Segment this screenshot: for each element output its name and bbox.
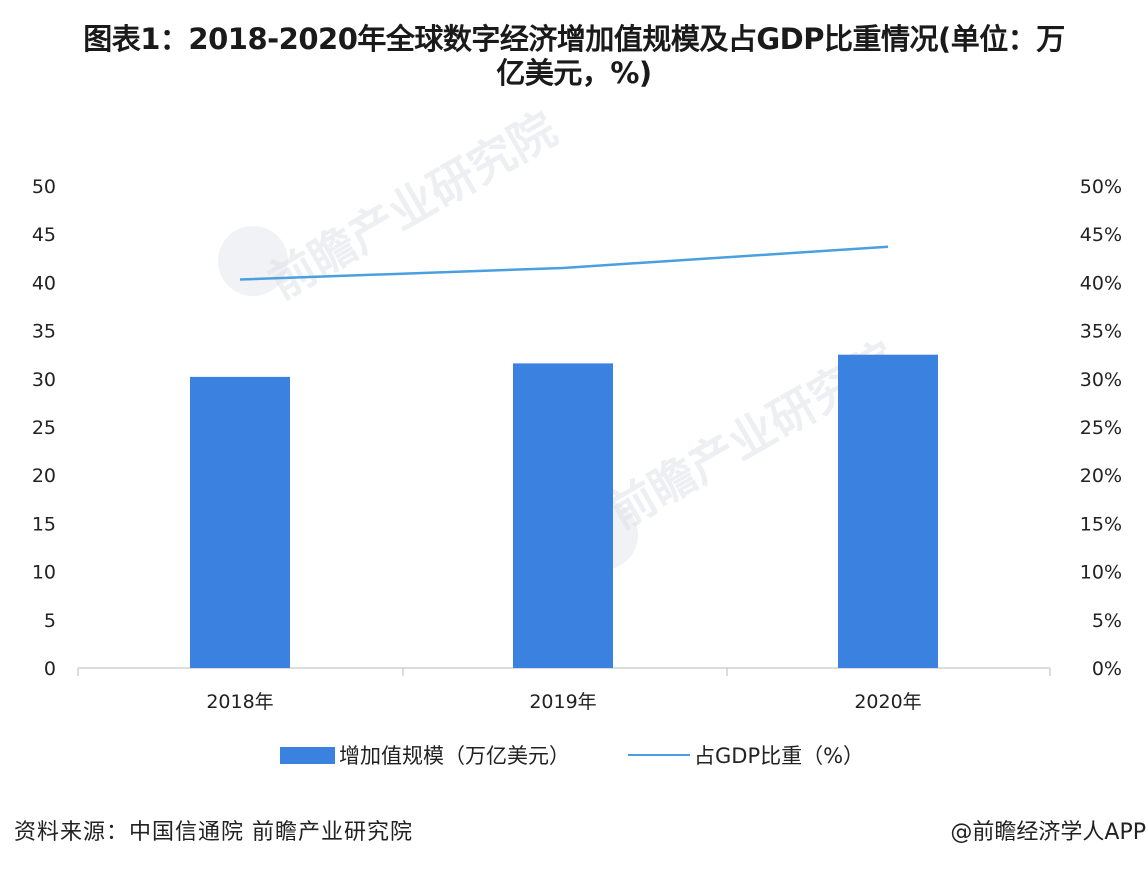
right-y-tick: 0% xyxy=(1092,658,1122,680)
right-y-tick: 45% xyxy=(1080,224,1122,246)
right-y-tick: 20% xyxy=(1080,465,1122,487)
watermark-logo-icon xyxy=(218,226,288,296)
legend-bar-label: 增加值规模（万亿美元） xyxy=(339,744,570,768)
chart-plot: 0 5 10 15 20 25 30 35 40 45 50 0% 5% 10% 15% 20% 25% 30%… xyxy=(32,176,1122,713)
bar-series xyxy=(190,354,938,668)
legend-item-line: 占GDP比重（%） xyxy=(628,740,864,770)
left-y-tick: 10 xyxy=(32,562,56,584)
line-swatch-icon xyxy=(628,754,690,756)
x-tick-label: 2018年 xyxy=(206,691,273,713)
left-y-tick: 0 xyxy=(44,658,56,680)
x-tick-label: 2020年 xyxy=(854,691,921,713)
left-y-tick: 35 xyxy=(32,321,56,343)
right-y-tick: 25% xyxy=(1080,417,1122,439)
right-y-tick: 5% xyxy=(1092,610,1122,632)
source-note: 资料来源：中国信通院 前瞻产业研究院 xyxy=(14,820,413,845)
right-y-tick: 35% xyxy=(1080,321,1122,343)
right-y-tick: 15% xyxy=(1080,513,1122,535)
legend: 增加值规模（万亿美元） 占GDP比重（%） xyxy=(280,740,922,770)
chart-title: 图表1：2018-2020年全球数字经济增加值规模及占GDP比重情况(单位：万 … xyxy=(0,22,1148,90)
left-y-tick: 40 xyxy=(32,272,56,294)
left-y-axis: 0 5 10 15 20 25 30 35 40 45 50 xyxy=(32,176,56,680)
chart-title-line2: 亿美元，%) xyxy=(496,56,652,90)
left-y-tick: 25 xyxy=(32,417,56,439)
left-y-tick: 20 xyxy=(32,465,56,487)
bar-2018年 xyxy=(190,376,290,668)
bar-2019年 xyxy=(513,363,613,668)
right-y-axis: 0% 5% 10% 15% 20% 25% 30% 35% 40% 45% 50% xyxy=(1080,176,1122,680)
left-y-tick: 45 xyxy=(32,224,56,246)
left-y-tick: 5 xyxy=(44,610,56,632)
x-axis: 2018年 2019年 2020年 xyxy=(77,668,1051,713)
left-y-tick: 30 xyxy=(32,369,56,391)
bar-swatch-icon xyxy=(280,746,335,764)
x-tick-label: 2019年 xyxy=(529,691,596,713)
right-y-tick: 10% xyxy=(1080,562,1122,584)
right-y-tick: 40% xyxy=(1080,272,1122,294)
bar-2020年 xyxy=(838,354,938,668)
right-y-tick: 50% xyxy=(1080,176,1122,198)
left-y-tick: 15 xyxy=(32,513,56,535)
chart-title-line1: 图表1：2018-2020年全球数字经济增加值规模及占GDP比重情况(单位：万 xyxy=(83,22,1065,56)
left-y-tick: 50 xyxy=(32,176,56,198)
credit-note: @前瞻经济学人APP xyxy=(950,820,1146,845)
legend-line-label: 占GDP比重（%） xyxy=(694,744,865,768)
legend-item-bar: 增加值规模（万亿美元） xyxy=(280,740,570,770)
right-y-tick: 30% xyxy=(1080,369,1122,391)
line-series xyxy=(239,245,889,281)
